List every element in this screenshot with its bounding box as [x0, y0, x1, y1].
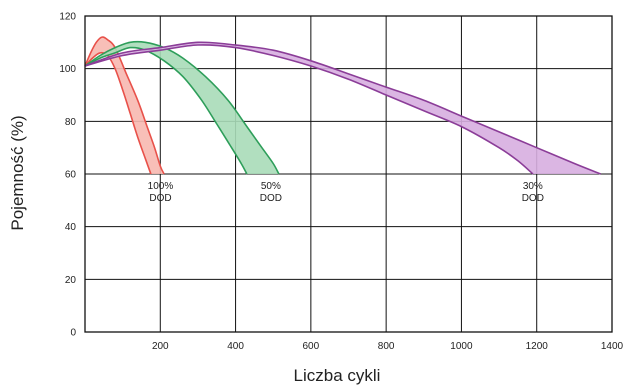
band-30-dod-label: DOD: [522, 193, 544, 204]
band-50-dod-upper: [84, 40, 280, 175]
band-100-dod-upper: [84, 36, 165, 175]
band-30-dod-label: 30%: [523, 181, 543, 192]
band-50-dod-lower: [84, 46, 248, 175]
x-tick-label: 1000: [450, 341, 473, 352]
plot-frame: [84, 15, 613, 333]
y-axis-title: Pojemność (%): [8, 115, 27, 230]
band-100-dod-label: DOD: [149, 193, 171, 204]
x-tick-label: 1200: [526, 341, 549, 352]
band-30-dod-fill: [85, 42, 601, 175]
y-tick-label: 40: [65, 222, 77, 233]
y-tick-label: 60: [65, 170, 77, 181]
x-axis-title: Liczba cykli: [294, 366, 381, 385]
band-50-dod-fill: [85, 41, 279, 175]
y-tick-label: 80: [65, 117, 77, 128]
band-50-dod-label: 50%: [261, 181, 281, 192]
y-tick-label: 0: [70, 328, 76, 339]
x-tick-label: 200: [152, 341, 169, 352]
y-tick-label: 20: [65, 275, 77, 286]
x-tick-label: 800: [378, 341, 395, 352]
band-50-dod-label: DOD: [260, 193, 282, 204]
y-tick-label: 120: [59, 12, 76, 23]
x-tick-label: 400: [227, 341, 244, 352]
band-100-dod-fill: [85, 36, 165, 174]
y-tick-label: 100: [59, 64, 76, 75]
band-30-dod-lower: [84, 44, 534, 175]
band-100-dod-label: 100%: [148, 181, 174, 192]
band-100-dod-lower: [84, 51, 152, 175]
band-30-dod-upper: [84, 41, 602, 175]
x-tick-label: 1400: [601, 341, 624, 352]
x-tick-label: 600: [303, 341, 320, 352]
